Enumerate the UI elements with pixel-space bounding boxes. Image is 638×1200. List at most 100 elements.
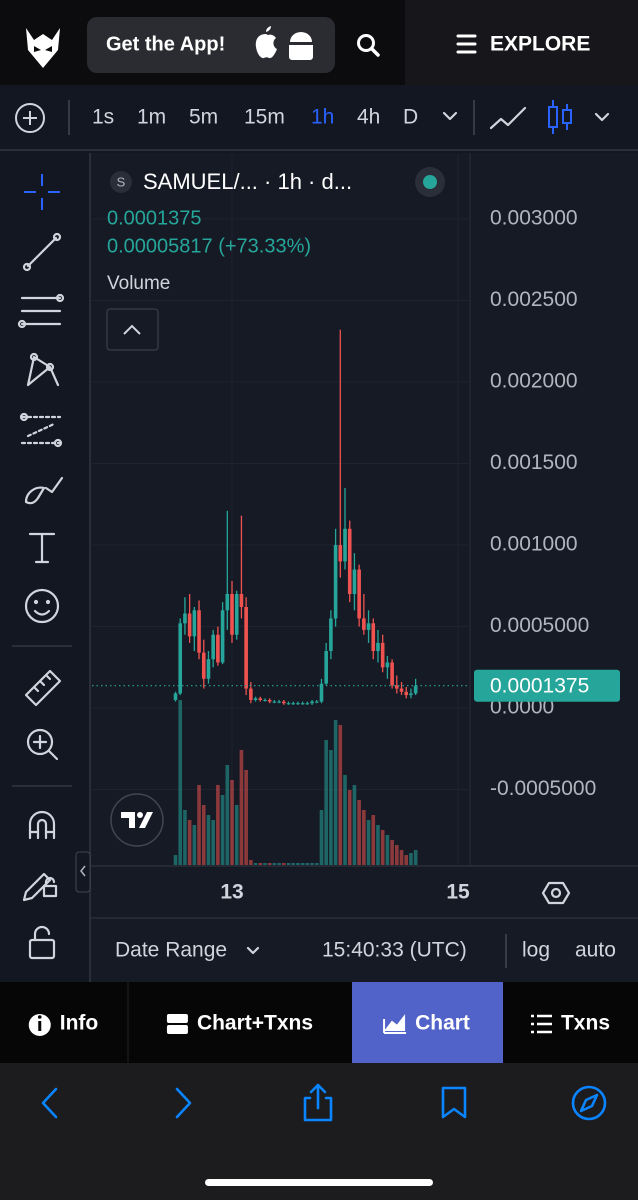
- share-button[interactable]: [303, 1083, 333, 1122]
- volume-bar: [183, 810, 187, 865]
- candle-body: [234, 593, 239, 635]
- line-chart-icon[interactable]: [489, 106, 527, 130]
- volume-bar: [409, 853, 413, 865]
- android-icon: [289, 32, 313, 60]
- volume-bar: [272, 863, 277, 865]
- axis-settings[interactable]: [541, 881, 571, 905]
- y-tick-label: 0.001500: [490, 451, 578, 474]
- chart-title: SAMUEL/... · 1h · d...: [143, 169, 352, 194]
- candle-body: [333, 545, 338, 619]
- volume-bar: [310, 863, 314, 865]
- apple-icon: [255, 26, 277, 59]
- logo[interactable]: [26, 28, 60, 68]
- tab[interactable]: [352, 982, 503, 1063]
- forecast-tool[interactable]: [19, 412, 63, 448]
- bookmarks-button[interactable]: [441, 1086, 467, 1119]
- y-tick-label: -0.0005000: [490, 777, 596, 800]
- lock-drawing-tool[interactable]: [22, 872, 58, 902]
- candle-body: [286, 703, 291, 705]
- interval-option[interactable]: D: [403, 106, 418, 129]
- candle-body: [357, 569, 361, 619]
- candle-body: [253, 698, 258, 700]
- candle-chart-icon[interactable]: [548, 100, 572, 134]
- tab[interactable]: [503, 982, 638, 1063]
- fib-tool[interactable]: [17, 293, 65, 329]
- candle-body: [230, 593, 234, 635]
- menu-icon[interactable]: [456, 34, 477, 54]
- interval-option[interactable]: 4h: [357, 106, 380, 129]
- volume-label: Volume: [107, 273, 170, 294]
- collapse-panel[interactable]: [75, 851, 91, 893]
- volume-bar: [291, 863, 296, 865]
- volume-bar: [357, 800, 361, 865]
- candle-body: [192, 610, 197, 637]
- axes: -0.00050000.00000.00050000.0010000.00150…: [220, 206, 620, 904]
- log-toggle[interactable]: log: [522, 939, 550, 962]
- volume-bar: [201, 805, 206, 865]
- candle-body: [201, 652, 206, 679]
- forward-button[interactable]: [175, 1087, 192, 1119]
- tradingview-logo[interactable]: [110, 793, 164, 847]
- date-range-button[interactable]: Date Range: [115, 939, 227, 962]
- back-button[interactable]: [41, 1087, 58, 1119]
- volume-bar: [234, 805, 239, 865]
- tab[interactable]: [128, 982, 352, 1063]
- tabs-button[interactable]: [571, 1085, 607, 1121]
- tab[interactable]: [0, 982, 128, 1063]
- emoji-tool[interactable]: [24, 588, 60, 624]
- candle-body: [380, 642, 385, 668]
- magnet-tool[interactable]: [28, 810, 56, 840]
- get-app-button[interactable]: [87, 17, 335, 73]
- info-icon-dot: [37, 1015, 42, 1019]
- status-dot: [423, 175, 437, 189]
- candle-body: [338, 545, 343, 562]
- candle-body: [395, 685, 399, 689]
- candle-body: [249, 688, 253, 700]
- volume-bar: [263, 863, 267, 865]
- ruler-tool[interactable]: [24, 669, 62, 707]
- volume-bar: [338, 725, 343, 865]
- brush-tool[interactable]: [24, 476, 64, 505]
- interval-option[interactable]: 1s: [92, 106, 114, 129]
- candle-body: [300, 703, 305, 705]
- volume-bar: [230, 780, 234, 865]
- candle-body: [225, 593, 230, 611]
- pattern-tool[interactable]: [26, 352, 60, 387]
- interval-option[interactable]: 15m: [244, 106, 285, 129]
- interval-option[interactable]: 1m: [137, 106, 166, 129]
- volume-bar: [187, 820, 192, 865]
- collapse-legend[interactable]: [106, 308, 159, 351]
- text-tool[interactable]: [28, 532, 56, 564]
- add-indicator[interactable]: [15, 103, 45, 133]
- lock-tool[interactable]: [28, 925, 56, 960]
- x-tick-label: 15: [446, 881, 470, 904]
- volume-bar: [244, 770, 248, 865]
- volume-bar: [267, 863, 272, 865]
- trendline-tool[interactable]: [22, 232, 62, 272]
- y-tick-label: 0.002500: [490, 288, 578, 311]
- explore-link[interactable]: EXPLORE: [490, 33, 590, 56]
- candle-body: [206, 659, 211, 679]
- interval-option[interactable]: 5m: [189, 106, 218, 129]
- volume-bar: [362, 810, 366, 865]
- chart-type-dropdown[interactable]: [594, 112, 610, 122]
- candle-body: [324, 651, 328, 684]
- volume-bar: [277, 863, 281, 865]
- zoom-tool[interactable]: [26, 728, 59, 761]
- volume-bar: [220, 795, 225, 865]
- interval-option[interactable]: 1h: [311, 106, 334, 129]
- volume-bar: [305, 863, 310, 865]
- search-icon[interactable]: [357, 34, 380, 57]
- interval-dropdown[interactable]: [442, 111, 458, 121]
- auto-toggle[interactable]: auto: [575, 939, 616, 962]
- info-icon-mark: [38, 1021, 42, 1031]
- candle-body: [211, 634, 215, 660]
- candle-body: [366, 623, 371, 630]
- volume-bar: [366, 820, 371, 865]
- crosshair-tool[interactable]: [24, 174, 60, 210]
- interval-list: 1s 1m 5m 15m 1h 4h D: [92, 106, 418, 129]
- volume-bar: [178, 700, 183, 865]
- utc-time: 15:40:33 (UTC): [322, 939, 467, 962]
- grid: [92, 155, 470, 865]
- volume-bar: [371, 815, 376, 865]
